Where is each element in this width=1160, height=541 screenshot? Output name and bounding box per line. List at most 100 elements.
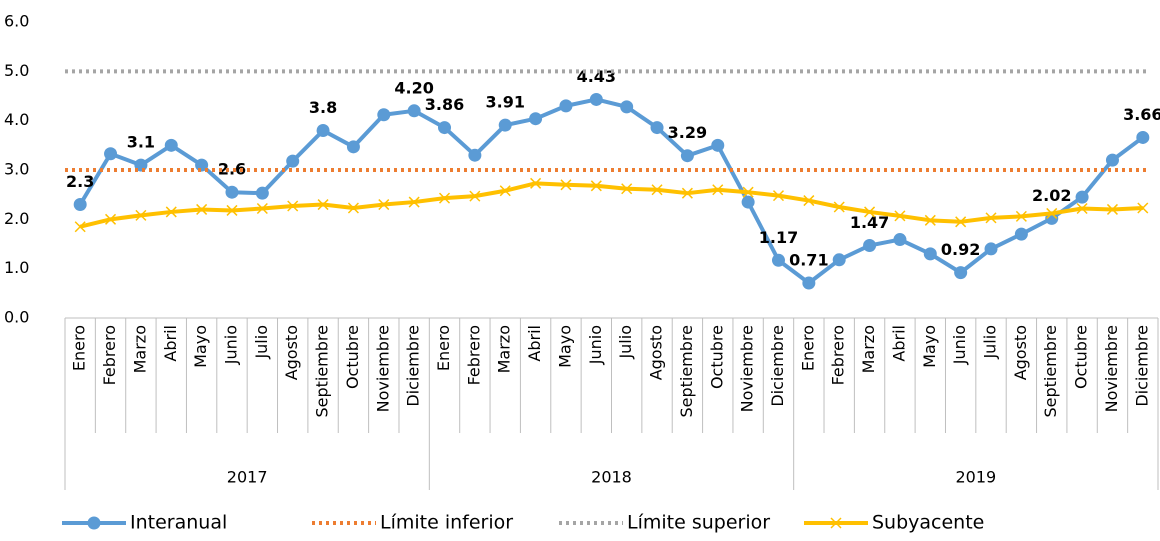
data-label: 1.17 <box>759 228 798 247</box>
x-tick-label: Mayo <box>920 325 939 368</box>
point <box>833 201 845 213</box>
point <box>560 179 572 191</box>
point <box>196 203 208 215</box>
x-tick-label: Septiembre <box>313 325 332 418</box>
x-tick-label: Febrero <box>464 325 483 385</box>
point <box>742 186 754 198</box>
point <box>316 124 330 138</box>
x-tick-label: Febrero <box>829 325 848 385</box>
point <box>408 196 420 208</box>
point <box>802 276 816 290</box>
x-tick-label: Diciembre <box>768 325 787 407</box>
x-tick-label: Diciembre <box>404 325 423 407</box>
point <box>377 108 391 122</box>
point <box>346 140 360 154</box>
x-tick-label: Junio <box>950 325 969 365</box>
x-tick-label: Agosto <box>647 325 666 380</box>
point <box>499 185 511 197</box>
point <box>894 210 906 222</box>
x-tick-label: Febrero <box>100 325 119 385</box>
x-tick-label: Junio <box>221 325 240 365</box>
x-tick-label: Enero <box>70 325 89 371</box>
point <box>317 199 329 211</box>
point <box>772 190 785 202</box>
y-tick-label: 0.0 <box>4 308 29 327</box>
x-tick-label: Octubre <box>343 325 362 389</box>
data-label: 0.71 <box>789 250 828 269</box>
data-label: 1.47 <box>850 213 889 232</box>
point <box>620 100 634 114</box>
y-tick-label: 3.0 <box>4 160 29 179</box>
x-tick-label: Noviembre <box>373 325 392 412</box>
point <box>1076 202 1088 215</box>
point <box>984 242 998 256</box>
x-tick-label: Julio <box>981 325 1000 360</box>
legend-label: Límite inferior <box>380 512 513 534</box>
x-tick-label: Abril <box>161 325 180 362</box>
point <box>74 221 86 233</box>
point <box>680 149 694 163</box>
legend-item: Subyacente <box>804 512 984 534</box>
x-tick-label: Marzo <box>859 325 878 373</box>
y-tick-label: 1.0 <box>4 258 29 277</box>
point <box>955 216 967 228</box>
point <box>924 214 936 226</box>
point <box>287 200 299 212</box>
x-tick-label: Mayo <box>555 325 574 368</box>
data-label: 2.02 <box>1032 186 1071 205</box>
point <box>225 185 239 199</box>
group-label: 2017 <box>227 468 268 487</box>
point <box>893 233 907 247</box>
x-tick-label: Noviembre <box>1102 325 1121 412</box>
point <box>468 148 482 162</box>
point <box>165 206 177 218</box>
point <box>1137 202 1149 214</box>
data-label: 3.66 <box>1123 105 1160 124</box>
point <box>1075 190 1089 204</box>
group-label: 2019 <box>955 468 996 487</box>
x-tick-label: Julio <box>616 325 635 360</box>
y-tick-label: 6.0 <box>4 12 29 31</box>
x-tick-label: Enero <box>798 325 817 371</box>
point <box>529 112 543 126</box>
legend-item: Interanual <box>62 512 227 534</box>
point <box>863 238 877 252</box>
point <box>589 92 603 106</box>
point <box>164 138 178 152</box>
point <box>530 177 542 189</box>
point <box>407 104 421 118</box>
point <box>712 184 724 196</box>
point <box>650 121 664 135</box>
legend-marker <box>87 516 101 530</box>
point <box>559 99 573 113</box>
point <box>864 206 876 218</box>
data-label: 2.6 <box>218 160 246 179</box>
point <box>347 202 359 214</box>
data-label: 4.20 <box>394 78 433 97</box>
x-tick-label: Marzo <box>495 325 514 373</box>
legend-marker <box>830 517 842 529</box>
point <box>681 187 693 199</box>
point <box>135 209 147 221</box>
y-tick-label: 5.0 <box>4 61 29 80</box>
point <box>1106 203 1118 215</box>
point <box>651 184 663 196</box>
point <box>498 118 512 132</box>
legend-label: Límite superior <box>627 512 770 534</box>
y-tick-label: 4.0 <box>4 110 29 129</box>
x-tick-label: Octubre <box>1072 325 1091 389</box>
x-tick-label: Abril <box>525 325 544 362</box>
point <box>590 180 602 192</box>
data-label: 3.86 <box>425 95 464 114</box>
x-tick-label: Septiembre <box>677 325 696 418</box>
data-label: 2.3 <box>66 172 94 191</box>
group-label: 2018 <box>591 468 632 487</box>
legend-item: Límite superior <box>559 512 770 534</box>
point <box>1136 130 1150 144</box>
series-line <box>78 97 1145 285</box>
series-line <box>79 181 1143 229</box>
data-label: 4.43 <box>577 67 616 86</box>
point <box>1105 153 1119 167</box>
point <box>803 195 815 207</box>
point <box>1015 210 1027 222</box>
